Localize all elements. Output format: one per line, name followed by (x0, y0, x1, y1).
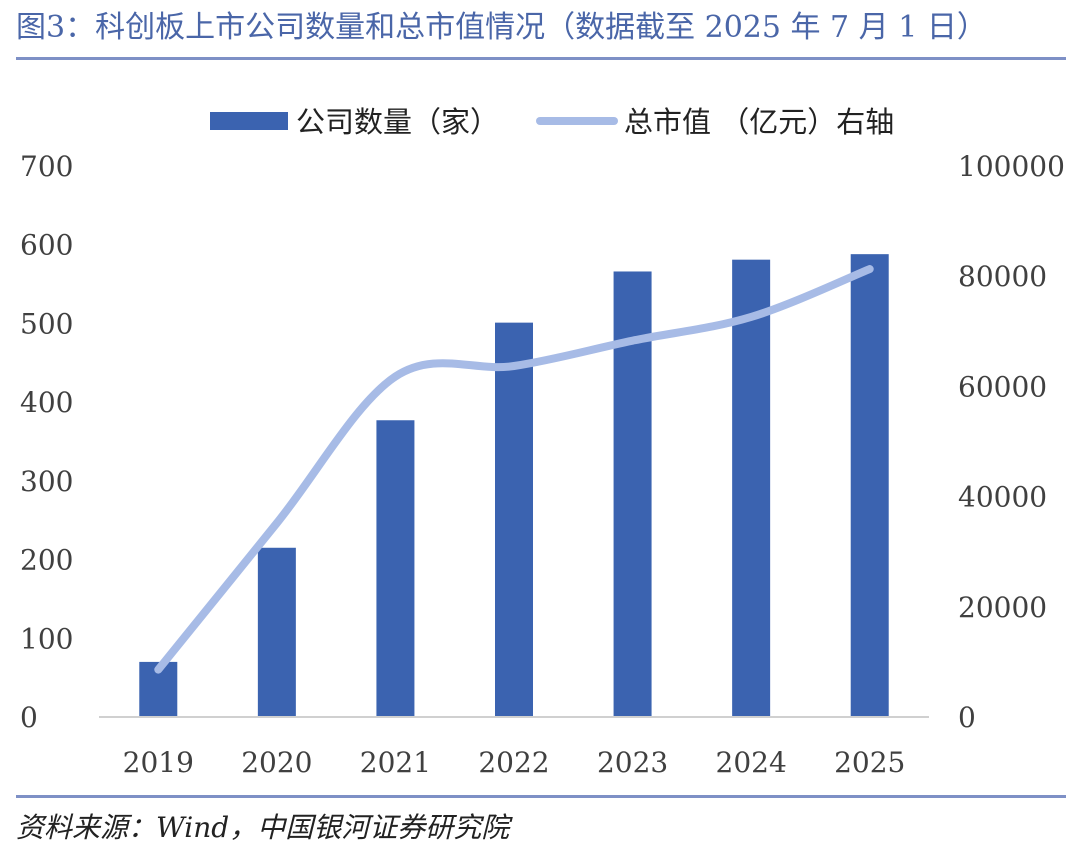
left-tick-label: 600 (20, 229, 73, 262)
left-tick-label: 400 (20, 386, 73, 419)
bar-2022 (495, 322, 533, 717)
left-tick-label: 500 (20, 307, 73, 340)
x-tick-label: 2025 (834, 746, 905, 779)
x-axis-labels: 2019 2020 2021 2022 2023 2024 2025 (123, 746, 906, 779)
legend-bar-swatch (210, 112, 288, 130)
figure-title: 图3：科创板上市公司数量和总市值情况（数据截至 2025 年 7 月 1 日） (16, 10, 987, 45)
bar-2020 (257, 547, 296, 717)
left-axis: 0 100 200 300 400 500 600 700 (20, 150, 73, 734)
bar-series (139, 254, 889, 717)
left-tick-label: 0 (20, 701, 38, 734)
line-series (154, 265, 874, 674)
bar-2025 (850, 254, 889, 717)
chart-legend: 公司数量（家） 总市值 （亿元）右轴 (210, 105, 894, 139)
right-tick-label: 60000 (958, 370, 1047, 403)
legend-line-label: 总市值 （亿元）右轴 (624, 105, 894, 139)
x-tick-label: 2020 (241, 746, 312, 779)
right-tick-label: 0 (958, 701, 976, 734)
x-tick-label: 2024 (716, 746, 787, 779)
market-cap-line (154, 265, 874, 674)
source-rule (16, 795, 1066, 798)
left-tick-label: 100 (20, 622, 73, 655)
right-tick-label: 80000 (958, 260, 1047, 293)
left-tick-label: 300 (20, 465, 73, 498)
legend-bar-label: 公司数量（家） (296, 105, 499, 139)
x-tick-label: 2019 (123, 746, 194, 779)
right-tick-label: 100000 (958, 150, 1065, 183)
x-tick-label: 2023 (597, 746, 668, 779)
left-tick-label: 700 (20, 150, 73, 183)
right-axis: 0 20000 40000 60000 80000 100000 (958, 150, 1065, 734)
right-tick-label: 40000 (958, 481, 1047, 514)
title-rule (16, 57, 1066, 60)
bar-2024 (732, 259, 771, 717)
x-tick-label: 2021 (360, 746, 431, 779)
left-tick-label: 200 (20, 544, 73, 577)
source-note: 资料来源：Wind，中国银河证券研究院 (16, 811, 510, 844)
bar-2021 (376, 420, 415, 717)
right-tick-label: 20000 (958, 591, 1047, 624)
x-tick-label: 2022 (478, 746, 549, 779)
